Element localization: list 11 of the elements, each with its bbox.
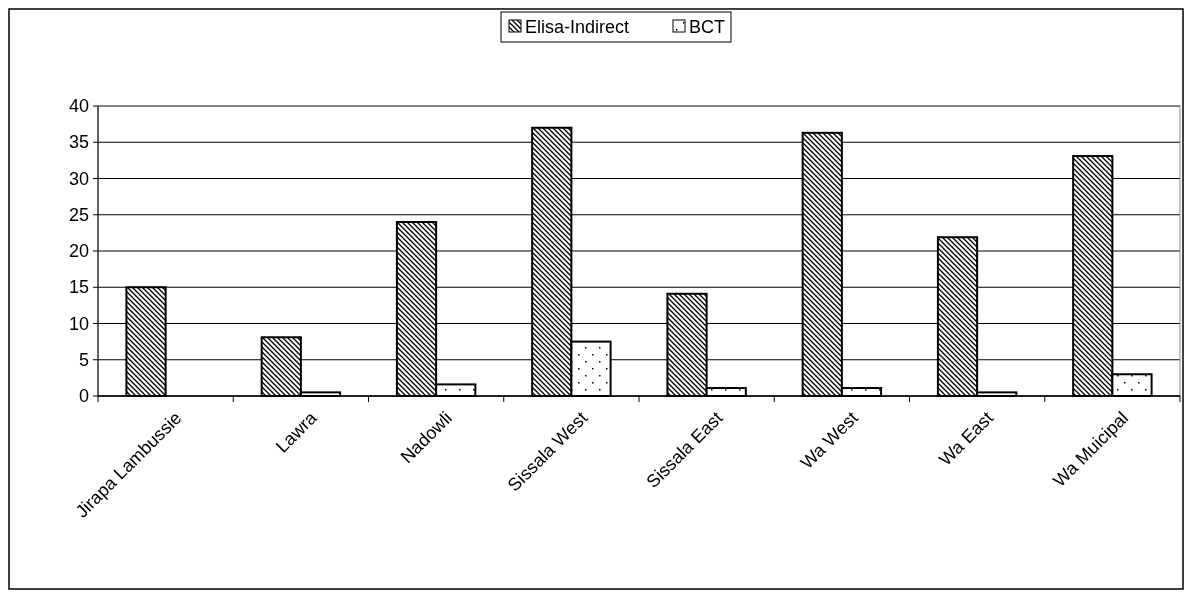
- legend-label: BCT: [689, 17, 725, 37]
- y-tick-label: 20: [68, 241, 89, 261]
- y-tick-label: 25: [68, 204, 89, 225]
- y-tick-label: 5: [78, 349, 89, 370]
- legend-label: Elisa-Indirect: [525, 17, 630, 37]
- y-tick-label: 10: [68, 313, 89, 334]
- y-tick-label: 35: [68, 132, 89, 153]
- y-tick-label: 0: [78, 386, 89, 406]
- y-tick-label: 30: [68, 168, 89, 189]
- y-tick-label: 15: [68, 277, 89, 298]
- y-tick-label: 40: [68, 96, 89, 116]
